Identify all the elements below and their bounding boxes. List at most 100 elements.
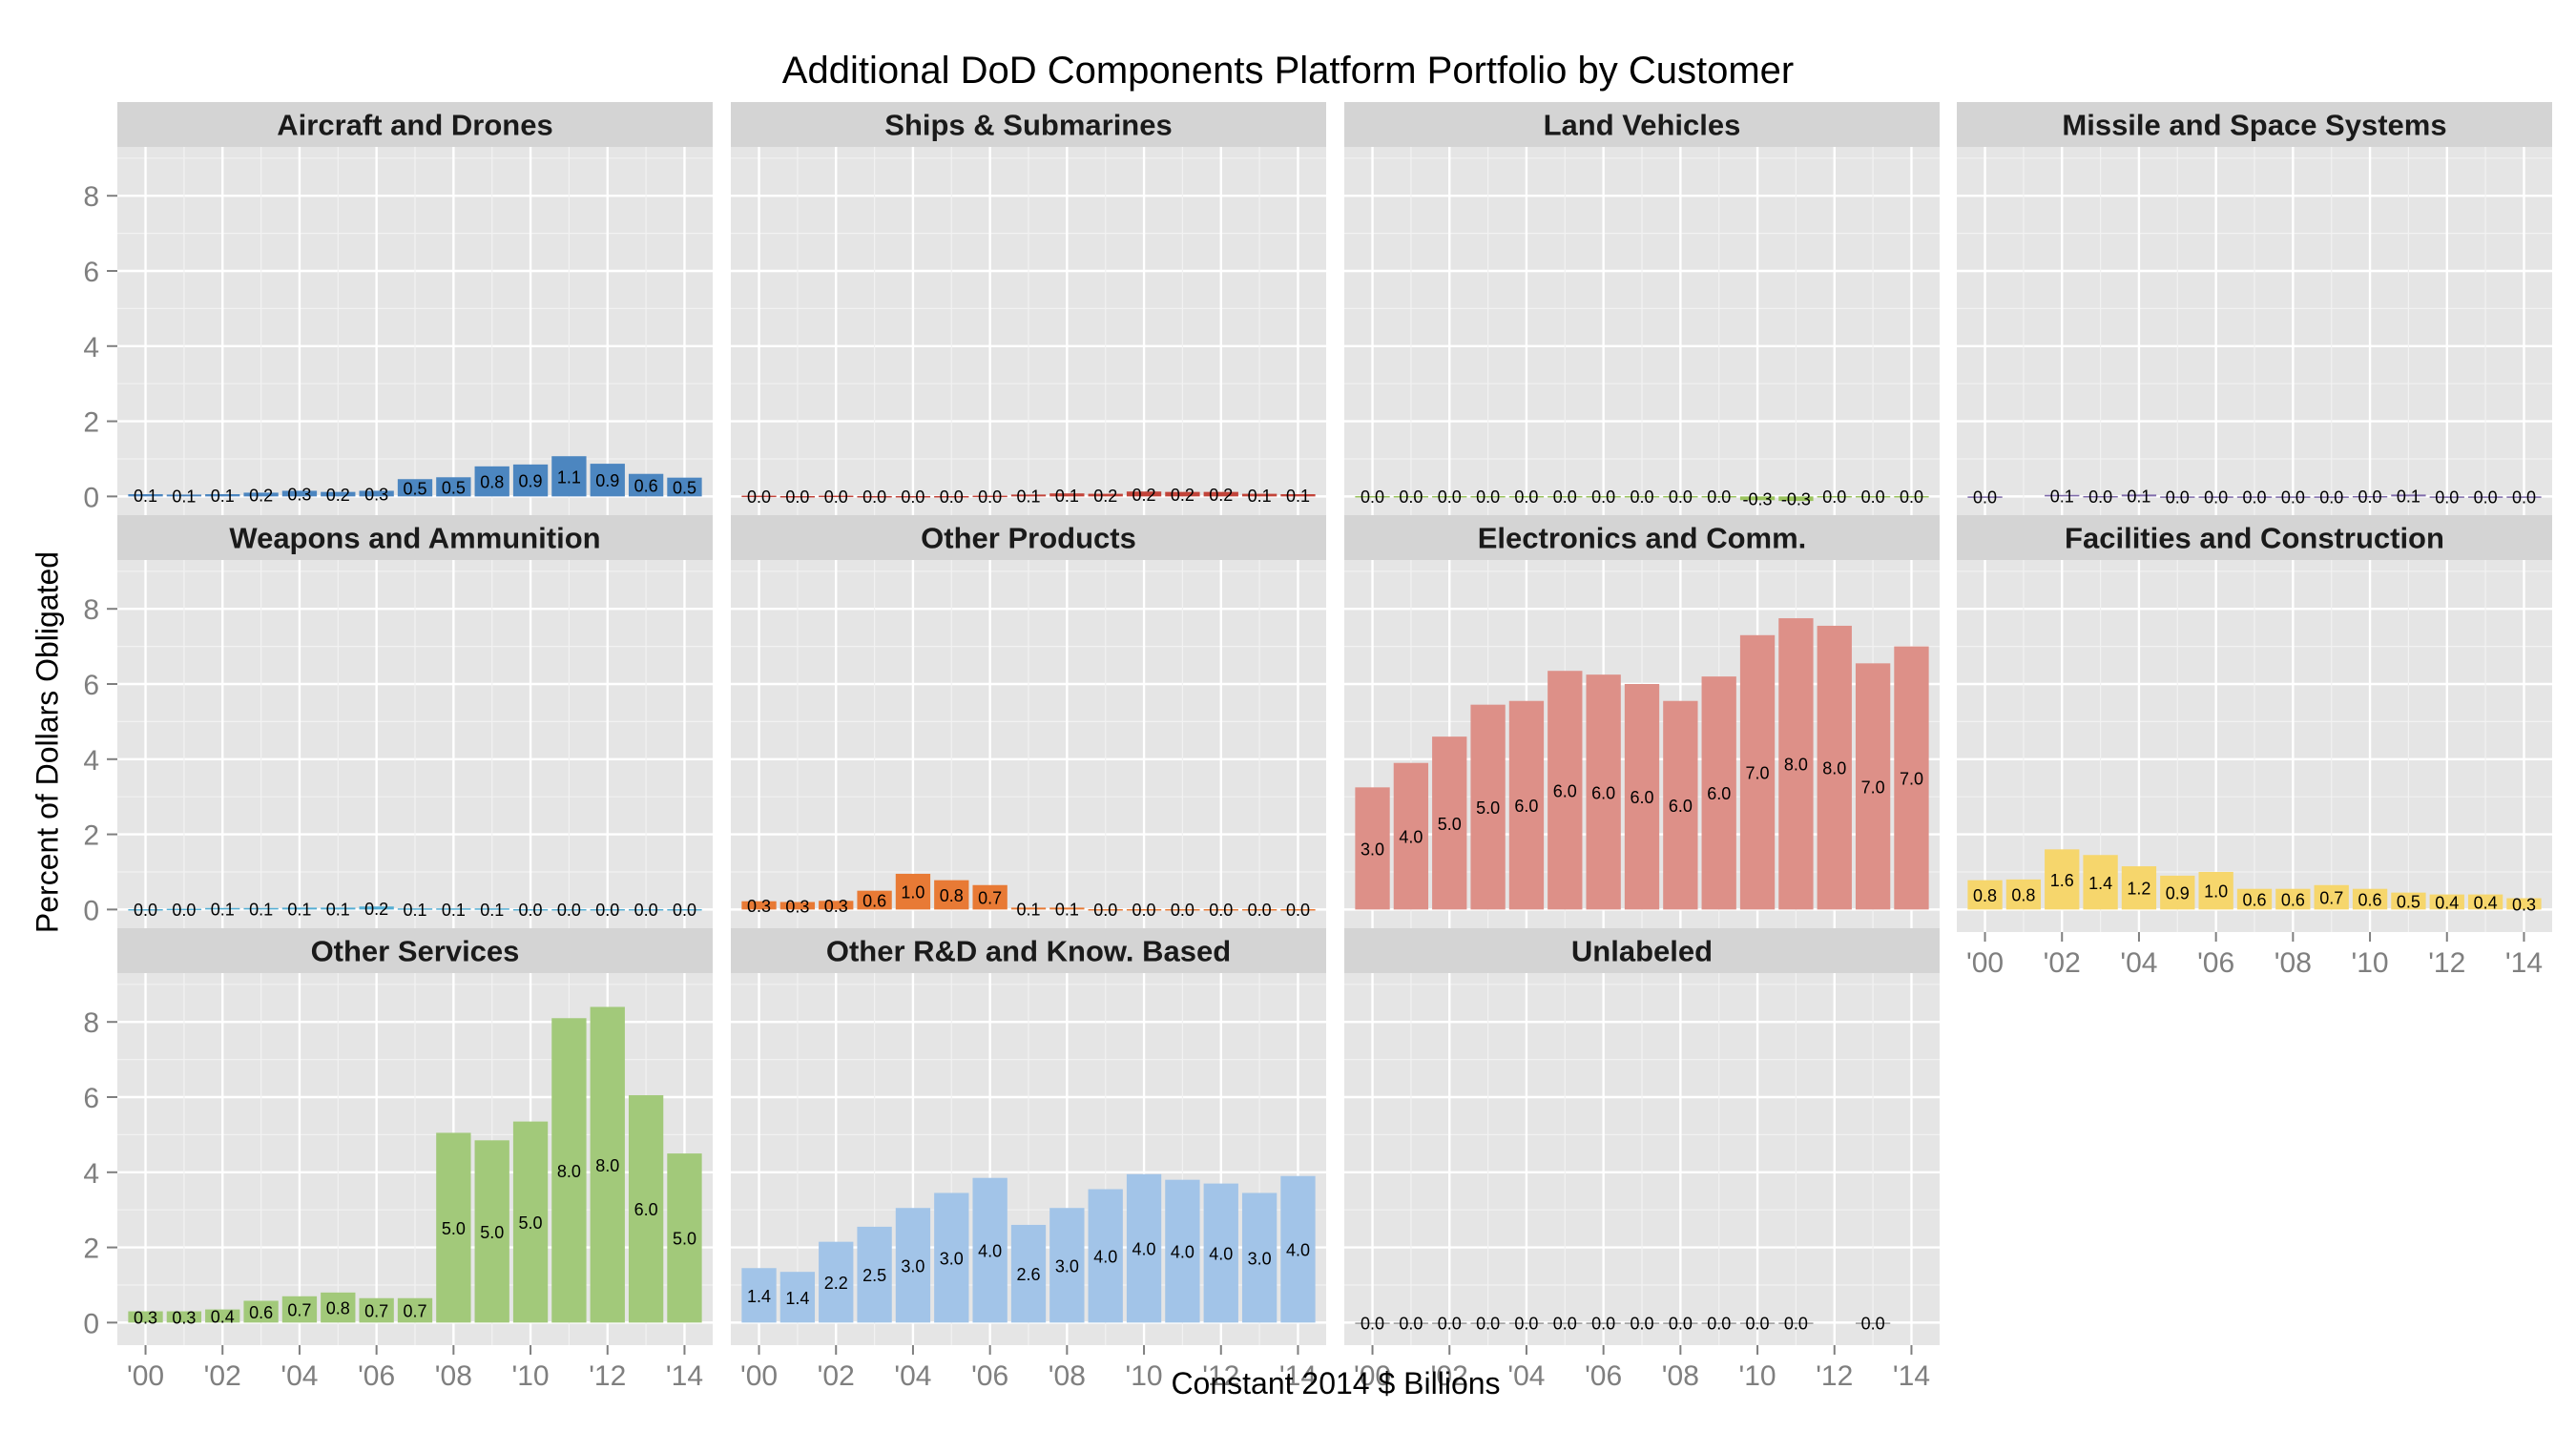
data-label: 1.4 xyxy=(2088,874,2112,893)
data-label: 0.0 xyxy=(1707,1314,1731,1333)
bar-other-products-11 xyxy=(1165,908,1200,911)
data-label: 7.0 xyxy=(1861,778,1885,797)
data-label: 0.0 xyxy=(1669,1314,1693,1333)
bar-electronics-and-comm-05 xyxy=(1548,671,1583,910)
data-label: 0.0 xyxy=(1553,487,1577,507)
bar-other-r-d-and-know-based-02 xyxy=(819,1241,854,1323)
bar-weapons-and-ammunition-02 xyxy=(205,907,240,910)
bar-land-vehicles-10 xyxy=(1739,496,1776,501)
data-label: 0.1 xyxy=(1286,487,1310,506)
x-tick-label: '04 xyxy=(2120,947,2157,979)
bar-land-vehicles-00 xyxy=(1355,495,1390,498)
data-label: 0.8 xyxy=(940,886,964,905)
data-label: 4.0 xyxy=(1399,828,1423,847)
data-label: 0.0 xyxy=(2166,487,2190,507)
bar-weapons-and-ammunition-08 xyxy=(436,908,471,910)
bar-unlabeled-00 xyxy=(1355,1322,1390,1324)
bar-land-vehicles-04 xyxy=(1508,495,1545,498)
data-label: 0.0 xyxy=(2088,487,2112,507)
data-label: 4.0 xyxy=(1132,1240,1156,1259)
data-label: 0.0 xyxy=(2435,487,2459,507)
bar-other-products-09 xyxy=(1088,908,1123,911)
bar-ships-submarines-11 xyxy=(1165,491,1200,497)
data-label: 0.2 xyxy=(1132,486,1156,505)
x-tick-label: '06 xyxy=(1585,1360,1622,1392)
panel-strip-land-vehicles xyxy=(1344,102,1940,147)
bar-other-services-11 xyxy=(551,1018,587,1323)
panel-title-aircraft-and-drones: Aircraft and Drones xyxy=(277,109,552,142)
bar-missile-and-space-systems-14 xyxy=(2506,496,2542,498)
data-label: 0.5 xyxy=(673,479,696,498)
bar-other-services-09 xyxy=(474,1140,509,1323)
y-tick-label: 6 xyxy=(83,670,99,701)
x-tick-label: '08 xyxy=(2275,947,2312,979)
data-label: 5.0 xyxy=(480,1223,504,1242)
bar-unlabeled-07 xyxy=(1624,1322,1660,1324)
bar-aircraft-and-drones-00 xyxy=(128,494,163,497)
data-label: 0.2 xyxy=(326,486,350,505)
bar-other-services-05 xyxy=(321,1292,356,1323)
panel-title-missile-and-space-systems: Missile and Space Systems xyxy=(2062,109,2446,142)
bar-land-vehicles-13 xyxy=(1855,495,1891,498)
data-label: 0.0 xyxy=(1861,1314,1885,1333)
bar-facilities-and-construction-02 xyxy=(2045,849,2080,910)
panel-strip-facilities-and-construction xyxy=(1957,515,2552,560)
bar-missile-and-space-systems-06 xyxy=(2198,496,2233,498)
bar-other-r-d-and-know-based-01 xyxy=(779,1272,816,1323)
data-label: 0.7 xyxy=(364,1302,388,1321)
data-label: 0.0 xyxy=(1900,487,1923,507)
bar-electronics-and-comm-08 xyxy=(1663,700,1698,910)
panel-strip-missile-and-space-systems xyxy=(1957,102,2552,147)
data-label: 0.0 xyxy=(134,901,157,920)
bar-weapons-and-ammunition-01 xyxy=(166,908,202,911)
data-label: 0.3 xyxy=(134,1308,157,1327)
bar-missile-and-space-systems-12 xyxy=(2429,496,2464,498)
bar-other-products-14 xyxy=(1280,908,1316,911)
bar-weapons-and-ammunition-07 xyxy=(397,908,433,910)
data-label: 6.0 xyxy=(1707,784,1731,803)
data-label: 0.0 xyxy=(673,901,696,920)
data-label: 0.8 xyxy=(1973,886,1997,905)
data-label: 0.1 xyxy=(1016,900,1040,919)
bar-land-vehicles-14 xyxy=(1894,495,1929,498)
data-label: 0.0 xyxy=(1746,1314,1770,1333)
x-tick-label: '10 xyxy=(2352,947,2389,979)
bar-other-r-d-and-know-based-12 xyxy=(1203,1183,1238,1323)
bar-unlabeled-13 xyxy=(1855,1322,1891,1324)
panel-strip-weapons-and-ammunition xyxy=(117,515,713,560)
bar-ships-submarines-07 xyxy=(1010,494,1047,497)
data-label: 0.0 xyxy=(1248,901,1272,920)
bar-unlabeled-03 xyxy=(1470,1322,1506,1324)
data-label: 0.2 xyxy=(249,486,273,505)
y-tick-label: 8 xyxy=(83,1007,99,1039)
bar-missile-and-space-systems-09 xyxy=(2314,496,2349,498)
bar-land-vehicles-11 xyxy=(1778,496,1814,502)
bar-land-vehicles-12 xyxy=(1817,495,1852,498)
bar-other-r-d-and-know-based-11 xyxy=(1165,1179,1200,1323)
bar-electronics-and-comm-11 xyxy=(1778,618,1814,910)
bar-weapons-and-ammunition-03 xyxy=(243,907,279,910)
data-label: 0.3 xyxy=(287,485,311,504)
bar-aircraft-and-drones-04 xyxy=(281,490,318,497)
bar-other-products-07 xyxy=(1010,907,1047,910)
bar-other-products-02 xyxy=(819,901,854,910)
y-tick-label: 4 xyxy=(83,332,99,363)
bar-other-services-02 xyxy=(205,1309,240,1323)
panel-strip-aircraft-and-drones xyxy=(117,102,713,147)
panel-title-ships-submarines: Ships & Submarines xyxy=(884,109,1172,142)
data-label: 0.0 xyxy=(2358,487,2382,507)
data-label: 0.2 xyxy=(1171,486,1195,505)
bar-missile-and-space-systems-13 xyxy=(2467,496,2503,498)
bar-facilities-and-construction-07 xyxy=(2236,888,2273,910)
data-label: 0.3 xyxy=(2512,895,2536,914)
data-label: 0.3 xyxy=(172,1308,196,1327)
bar-facilities-and-construction-10 xyxy=(2352,888,2388,910)
data-label: 0.0 xyxy=(747,487,771,507)
bar-electronics-and-comm-01 xyxy=(1393,762,1429,910)
data-label: 0.0 xyxy=(1438,1314,1462,1333)
bar-other-products-10 xyxy=(1126,908,1162,911)
bar-other-services-12 xyxy=(590,1006,625,1323)
bar-facilities-and-construction-13 xyxy=(2467,894,2503,910)
x-tick-label: '08 xyxy=(435,1360,472,1392)
panel-title-land-vehicles: Land Vehicles xyxy=(1544,109,1741,142)
